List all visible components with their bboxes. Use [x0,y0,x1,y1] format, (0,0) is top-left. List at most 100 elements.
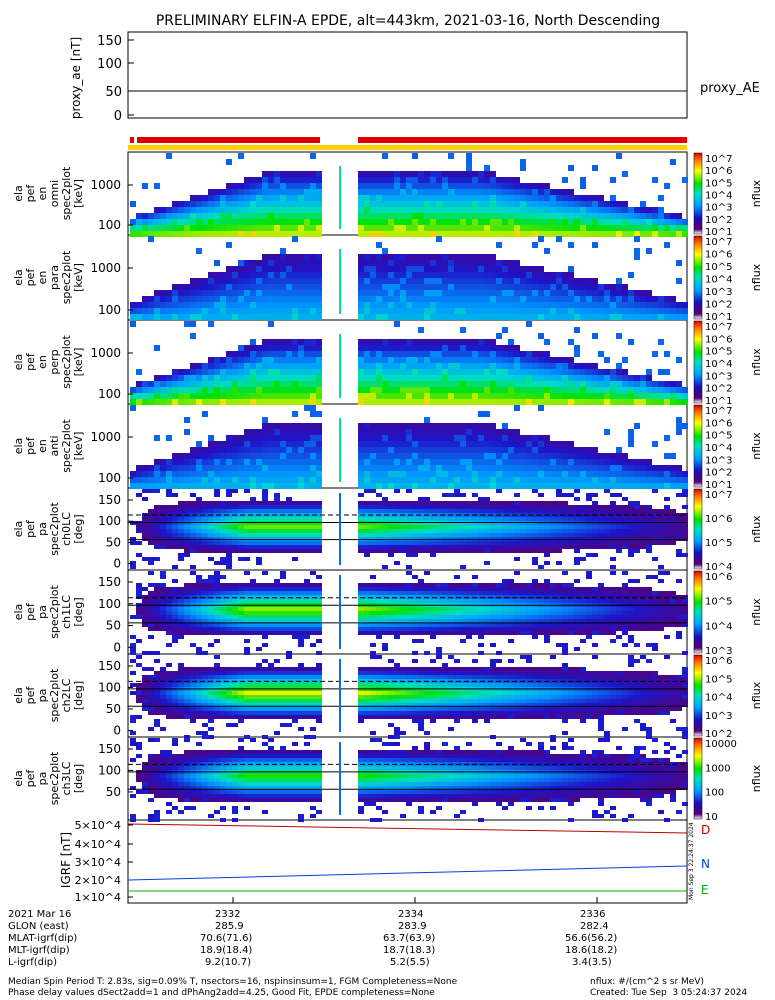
timestamp-stamp: Mon Sep 3 22:24:37 2024 [688,822,695,900]
panel-7-ylabel: spec2plot [48,668,61,722]
panel-4-ylabel: ela [12,438,25,455]
panel-3-ylabel: en [36,355,49,369]
xaxis-label-l: L-igrf(dip) [8,957,58,968]
panel-7-ylabel: pef [24,686,37,705]
igrf-ytick-label: 4×10^4 [75,838,121,851]
colorbar-2-tick-label: 10^5 [705,262,732,273]
colorbar-4-tick-label: 10^2 [705,468,732,479]
colorbar-4-tick-label: 10^7 [705,406,732,417]
xaxis-time-2: 2334 [398,909,424,920]
spectrogram-energy-2 [130,236,688,320]
status-red-bar-start [130,137,134,143]
xaxis-mlat-2: 63.7(63.9) [383,933,436,944]
panel-6-ylabel: spec2plot [48,585,61,639]
colorbar-5-tick-label: 10^6 [705,514,732,525]
colorbar-3-tick-label: 10^5 [705,347,732,358]
panel-1-ylabel: en [36,187,49,201]
spectrogram-pitch-7 [128,655,688,739]
colorbar-4-tick-label: 10^4 [705,443,732,454]
proxy-ae-ylabel: proxy_ae [nT] [69,37,83,119]
panel-5-ytick-label: 0 [113,557,121,571]
spectrogram-pitch-8 [128,738,688,822]
panel-2-ylabel: pef [24,268,37,287]
colorbar-1-label: nflux [750,179,763,207]
colorbar-2-tick-label: 10^4 [705,275,732,286]
colorbar-1-tick-label: 10^5 [705,178,732,189]
panel-2-ylabel: ela [12,269,25,286]
panel-5-ylabel: ela [12,521,25,538]
colorbar-4 [693,404,703,488]
proxy-ae-ytick-label: 150 [97,34,122,49]
xaxis-mlat-1: 70.6(71.6) [200,933,253,944]
xaxis-mlat-3: 56.6(56.2) [565,933,618,944]
colorbar-5-label: nflux [750,515,763,543]
panel-3-ylabel: [keV] [72,348,85,377]
panel-7-ylabel: pa [36,689,49,703]
igrf-n-line [127,865,688,881]
panel-5-ylabel: spec2plot [48,502,61,556]
panel-3-ylabel: pef [24,352,37,371]
panel-8-ylabel: pef [24,769,37,788]
colorbar-7-tick-label: 10^3 [705,711,732,722]
igrf-ylabel: IGRF [nT] [59,832,73,888]
panel-4-ylabel: en [36,439,49,453]
colorbar-5-tick-label: 10^4 [705,562,732,573]
xaxis-l-2: 5.2(5.5) [390,957,430,968]
xaxis-l-1: 9.2(10.7) [205,957,251,968]
colorbar-7-label: nflux [750,681,763,709]
colorbar-3-tick-label: 10^4 [705,359,732,370]
panel-8-ylabel: [deg] [72,764,85,793]
panel-4-ylabel: spec2plot [60,419,73,473]
igrf-e-label: E [701,883,709,897]
colorbar-4-label: nflux [750,432,763,460]
colorbar-6-tick-label: 10^3 [705,646,732,657]
panel-1-ylabel: pef [24,184,37,203]
xaxis-mlt-3: 18.6(18.2) [565,945,618,956]
panel-6-ylabel: ela [12,604,25,621]
colorbar-6-tick-label: 10^4 [705,621,732,632]
panel-3-ylabel: spec2plot [60,335,73,389]
colorbar-7-tick-label: 10^5 [705,674,732,685]
xaxis-glon-2: 283.9 [398,921,427,932]
panel-2-ylabel: [keV] [72,263,85,292]
igrf-ytick-label: 3×10^4 [75,856,121,869]
colorbar-3-tick-label: 10^6 [705,334,732,345]
proxy-ae-ytick-label: 50 [105,85,122,100]
colorbar-3-label: nflux [750,348,763,376]
panel-7-ylabel: ela [12,687,25,704]
panel-4-ylabel: [keV] [72,432,85,461]
colorbar-2-label: nflux [750,263,763,291]
panel-7-ytick-label: 150 [98,659,121,673]
panel-1-ylabel: [keV] [72,179,85,208]
igrf-ytick-label: 1×10^4 [75,891,121,904]
panel-6-ytick-label: 150 [98,575,121,589]
panel-6-ylabel: ch1LC [60,595,73,629]
colorbar-6 [693,570,703,654]
colorbar-2-tick-label: 10^7 [705,237,732,248]
panel-2-ylabel: en [36,271,49,285]
xaxis-label-date: 2021 Mar 16 [8,909,72,920]
xaxis-label-mlat: MLAT-igrf(dip) [8,933,78,944]
colorbar-2-tick-label: 10^2 [705,300,732,311]
panel-frame-0 [127,31,688,119]
panel-3-ytick-label: 100 [98,387,121,401]
panel-6-ylabel: pa [36,605,49,619]
panel-5-ylabel: ch0LC [60,512,73,546]
panel-7-ytick-label: 100 [98,680,121,694]
colorbar-3-tick-label: 10^3 [705,371,732,382]
panel-6-ytick-label: 50 [106,619,121,633]
colorbar-6-tick-label: 10^6 [705,572,732,583]
panel-5-ylabel: pa [36,522,49,536]
colorbar-7-tick-label: 10^2 [705,729,732,740]
colorbar-3 [693,320,703,404]
xaxis-label-mlt: MLT-igrf(dip) [8,945,70,956]
xaxis-mlt-1: 18.9(18.4) [200,945,253,956]
panel-6-ylabel: pef [24,602,37,621]
panel-1-ylabel: omni [48,180,61,207]
colorbar-5-tick-label: 10^7 [705,490,732,501]
panel-2-ytick-label: 100 [98,303,121,317]
xaxis-glon-1: 285.9 [215,921,244,932]
footer-line-1: Median Spin Period T: 2.83s, sig=0.09% T… [8,977,458,987]
colorbar-8-tick-label: 10 [705,812,718,823]
colorbar-3-tick-label: 10^2 [705,384,732,395]
